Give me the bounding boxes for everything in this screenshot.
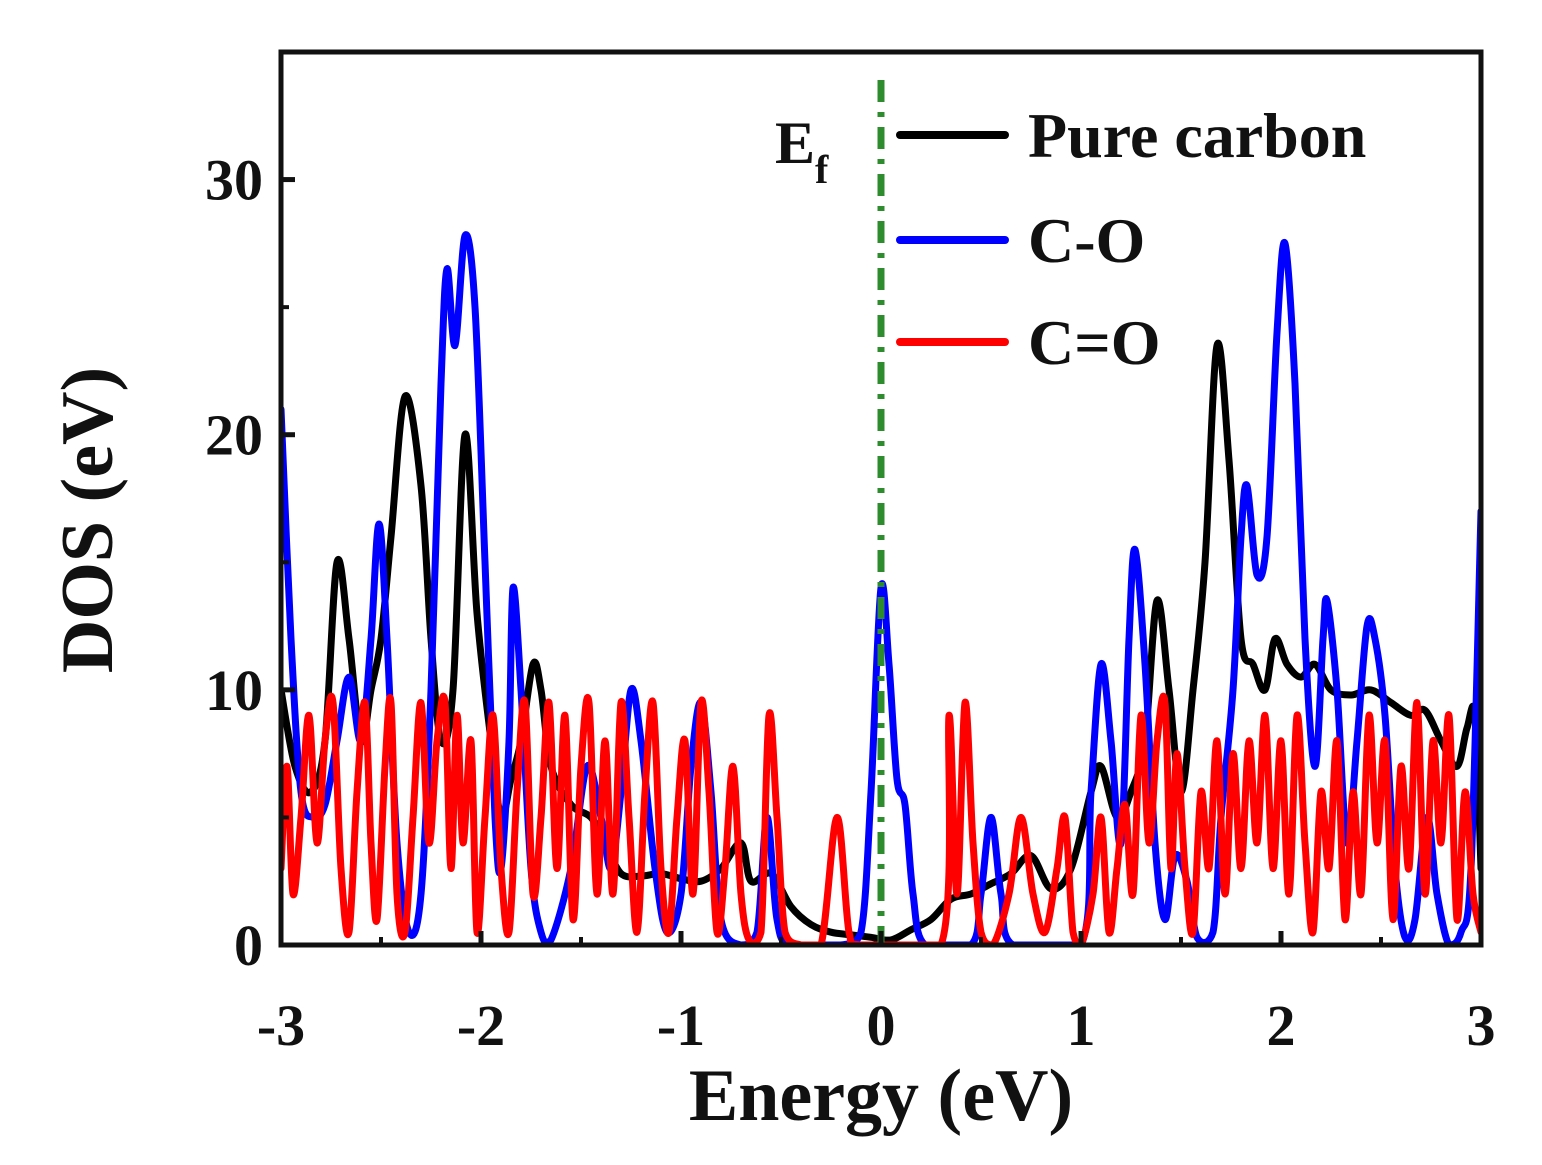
x-tick-label: 3: [1467, 993, 1496, 1058]
x-tick-label: 2: [1267, 993, 1296, 1058]
fermi-label-main: E: [775, 110, 815, 176]
series-layer: [281, 231, 1481, 945]
series-line-c-single-o: [281, 231, 1481, 945]
y-axis-title: DOS (eV): [47, 367, 129, 673]
x-tick-label: -2: [457, 993, 505, 1058]
x-tick-label: -1: [657, 993, 705, 1058]
fermi-label-subscript: f: [815, 147, 829, 192]
y-tick-label: 10: [205, 658, 263, 723]
legend-label-pure-carbon: Pure carbon: [1028, 100, 1366, 171]
legend-label-c-double-o: C=O: [1028, 307, 1160, 378]
x-tick-label: 1: [1067, 993, 1096, 1058]
x-tick-label: 0: [867, 993, 896, 1058]
legend-label-c-single-o: C-O: [1028, 205, 1145, 276]
y-tick-label: 20: [205, 403, 263, 468]
fermi-level-label: Ef: [775, 110, 829, 192]
series-line-c-double-o: [281, 692, 1481, 945]
y-tick-label: 0: [234, 913, 263, 978]
x-tick-label: -3: [257, 993, 305, 1058]
y-tick-label: 30: [205, 148, 263, 213]
legend: Pure carbon C-O C=O: [896, 100, 1366, 378]
x-axis-title: Energy (eV): [689, 1055, 1073, 1137]
